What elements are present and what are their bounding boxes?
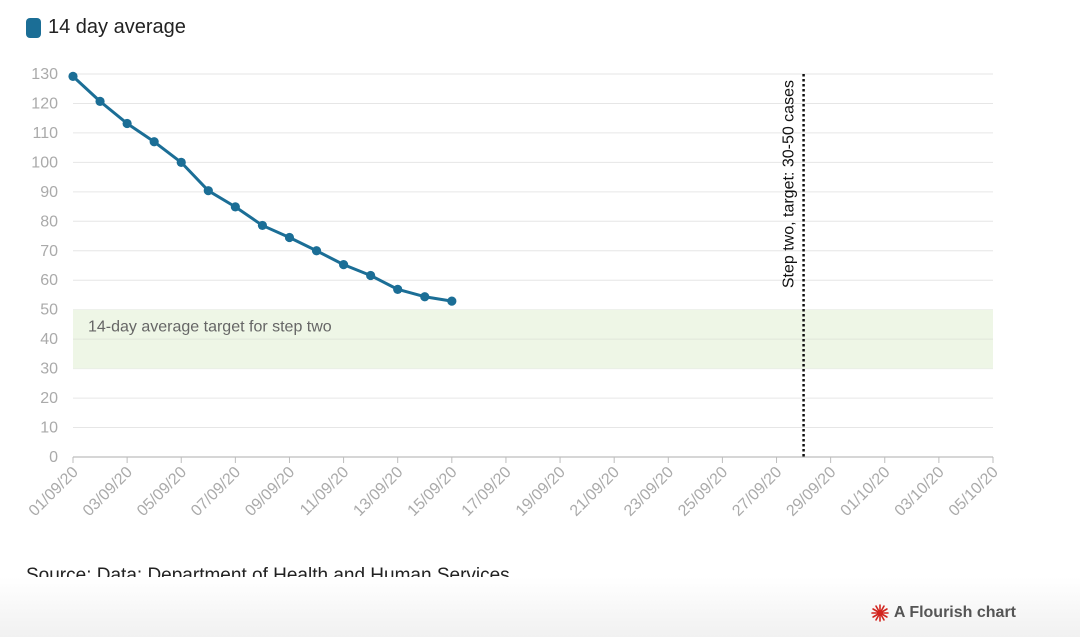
y-tick-label: 90 [40, 184, 58, 201]
data-point [68, 71, 78, 81]
legend-label: 14 day average [48, 16, 186, 38]
data-point [284, 232, 295, 243]
y-tick-label: 80 [40, 213, 58, 230]
x-tick-label: 05/10/20 [946, 464, 1002, 520]
flourish-credit[interactable]: A Flourish chart [871, 604, 1016, 622]
y-tick-label: 100 [31, 154, 58, 171]
x-tick-label: 11/09/20 [297, 464, 352, 519]
flourish-logo-icon [871, 604, 889, 622]
data-point [257, 220, 268, 231]
data-point [203, 186, 213, 196]
y-tick-label: 10 [40, 420, 58, 437]
series-layer [68, 71, 457, 306]
target-band-label: 14-day average target for step two [88, 319, 332, 336]
x-tick-label: 15/09/20 [405, 464, 461, 520]
y-tick-label: 110 [32, 125, 58, 142]
x-tick-label: 27/09/20 [729, 464, 785, 520]
x-tick-label: 17/09/20 [459, 464, 515, 520]
x-tick-label: 19/09/20 [513, 464, 569, 520]
data-point [230, 202, 240, 212]
target-band-layer: 14-day average target for step two [73, 309, 993, 369]
data-point [149, 137, 159, 147]
data-point [122, 118, 132, 129]
data-point [393, 284, 403, 294]
y-tick-label: 50 [40, 302, 58, 319]
x-tick-label: 03/09/20 [80, 464, 136, 520]
logo-ray [875, 615, 879, 621]
legend-swatch [26, 17, 41, 38]
x-tick-label: 01/09/20 [26, 464, 82, 520]
data-point [176, 157, 186, 167]
footer-band [0, 577, 1080, 637]
legend: 14 day average [26, 16, 186, 39]
reference-line-layer: Step two, target: 30-50 cases [781, 74, 805, 457]
reference-line-label: Step two, target: 30-50 cases [781, 80, 798, 288]
logo-ray [880, 605, 885, 611]
x-tick-label: 07/09/20 [188, 464, 244, 520]
x-tick-label: 23/09/20 [621, 464, 677, 520]
logo-ray [880, 615, 885, 621]
x-tick-label: 05/09/20 [134, 464, 190, 520]
x-tick-label: 01/10/20 [838, 464, 894, 520]
flourish-label: A Flourish chart [893, 604, 1016, 621]
logo-ray [875, 605, 879, 611]
series-line [71, 74, 454, 303]
x-tick-label: 03/10/20 [892, 464, 948, 520]
x-tick-label: 21/09/20 [567, 464, 623, 520]
data-point [420, 292, 430, 302]
grid-layer [73, 73, 993, 458]
data-point [338, 260, 349, 270]
data-point [366, 270, 376, 281]
data-point [311, 246, 322, 256]
y-tick-label: 60 [40, 272, 58, 289]
logo-ray [882, 613, 888, 618]
x-tick-label: 29/09/20 [783, 464, 839, 520]
x-tick-label: 13/09/20 [350, 464, 406, 520]
logo-ray [872, 613, 878, 618]
axis-layer: 010203040506070809010011012013001/09/200… [26, 66, 1002, 520]
x-tick-label: 25/09/20 [675, 464, 731, 520]
y-tick-label: 120 [31, 95, 58, 112]
y-tick-label: 40 [40, 331, 58, 348]
data-point [447, 296, 457, 306]
line-chart: 14-day average target for step two 0 10 20… [26, 66, 1002, 520]
x-tick-label: 09/09/20 [242, 464, 298, 520]
data-point [95, 96, 105, 106]
y-tick-label: 30 [40, 361, 58, 378]
logo-ray [882, 608, 888, 613]
y-tick-label: 70 [40, 243, 58, 260]
y-tick-label: 130 [31, 66, 58, 83]
y-tick-label: 20 [40, 390, 58, 407]
logo-ray [872, 608, 878, 613]
y-tick-label: 0 [49, 449, 58, 466]
